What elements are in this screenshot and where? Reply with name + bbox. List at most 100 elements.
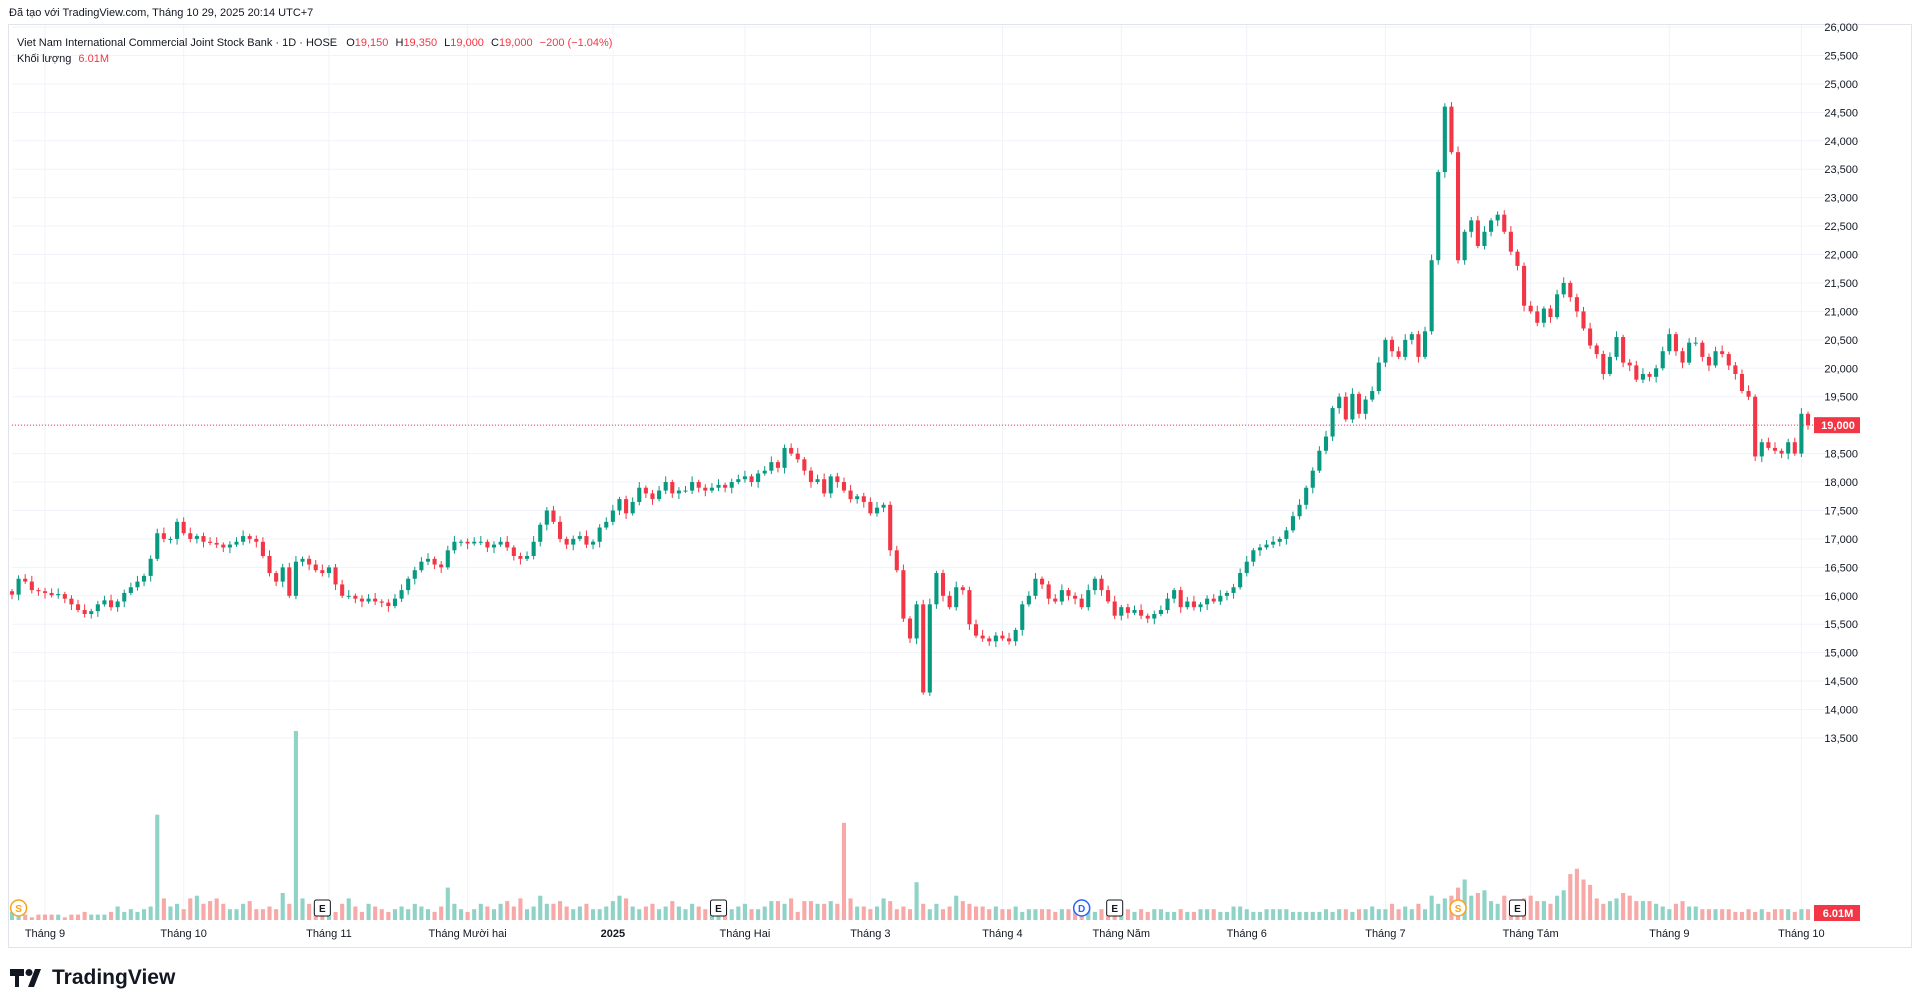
volume-bar xyxy=(538,895,543,920)
volume-bar xyxy=(1205,909,1210,920)
volume-bar xyxy=(1786,909,1791,920)
candle-body xyxy=(564,538,569,545)
candle-body xyxy=(1231,587,1236,593)
last-volume-tag xyxy=(1814,905,1860,921)
candle-body xyxy=(940,573,946,596)
volume-bar xyxy=(947,906,952,920)
volume-bar xyxy=(604,906,609,920)
volume-bar xyxy=(1277,909,1282,920)
candle-body xyxy=(1634,365,1639,380)
candle-body xyxy=(1720,351,1725,355)
volume-bar xyxy=(1185,911,1190,920)
volume-bar xyxy=(1429,895,1434,920)
candle-body xyxy=(855,496,860,500)
candle-body xyxy=(1627,362,1632,366)
volume-bar xyxy=(1040,909,1045,920)
volume-bar xyxy=(155,814,160,920)
volume-bar xyxy=(188,898,193,920)
volume-bar xyxy=(511,906,516,920)
legend-open-label: O xyxy=(346,37,355,49)
candle-body xyxy=(419,561,424,571)
candle-body xyxy=(1264,544,1269,548)
y-axis-tick-label: 24,000 xyxy=(1824,136,1858,148)
candle-body xyxy=(828,476,833,494)
candle-body xyxy=(227,544,232,548)
volume-bar xyxy=(505,901,510,920)
volume-bar xyxy=(1640,901,1645,920)
candle-body xyxy=(95,604,100,612)
candle-body xyxy=(1706,356,1712,366)
x-axis-tick-label: Tháng Tám xyxy=(1503,928,1559,940)
candle-body xyxy=(1482,231,1487,246)
candle-body xyxy=(36,590,41,592)
candle-body xyxy=(841,482,847,491)
volume-bar xyxy=(1370,906,1375,920)
y-axis-tick-label: 23,500 xyxy=(1824,164,1858,176)
volume-bar xyxy=(1687,906,1692,920)
candle-body xyxy=(1429,260,1434,332)
volume-bar xyxy=(1541,901,1546,920)
candle-body xyxy=(993,635,998,642)
candle-body xyxy=(1106,590,1111,602)
candle-body xyxy=(1759,442,1764,457)
candle-body xyxy=(551,510,556,522)
candle-body xyxy=(789,447,794,454)
candle-body xyxy=(234,541,239,545)
candle-body xyxy=(148,558,153,576)
candle-body xyxy=(373,598,378,602)
candle-body xyxy=(1588,328,1593,346)
candle-body xyxy=(954,587,959,608)
volume-bar xyxy=(524,909,530,920)
volume-bar xyxy=(234,909,239,920)
candle-body xyxy=(1310,470,1315,488)
candle-body xyxy=(1449,106,1454,153)
candle-body xyxy=(571,538,576,545)
volume-bar xyxy=(808,901,814,920)
candle-body xyxy=(1574,297,1579,312)
volume-bar xyxy=(564,906,569,920)
candle-body xyxy=(498,541,503,545)
volume-bar xyxy=(927,909,932,920)
candle-body xyxy=(1469,220,1474,232)
volume-bar xyxy=(855,906,860,920)
candle-body xyxy=(221,544,226,548)
volume-bar xyxy=(280,893,285,920)
volume-bar xyxy=(1753,911,1758,920)
candle-body xyxy=(1185,601,1190,608)
volume-bar xyxy=(934,903,939,920)
candle-body xyxy=(861,496,866,502)
candle-body xyxy=(1416,334,1421,357)
volume-bar xyxy=(657,909,662,920)
volume-bar xyxy=(458,909,464,920)
volume-bar xyxy=(1323,909,1329,920)
volume-bar xyxy=(815,903,820,920)
volume-bar xyxy=(254,909,259,920)
candle-body xyxy=(1033,578,1038,596)
chart-frame[interactable] xyxy=(8,24,1912,948)
volume-bar xyxy=(108,911,114,920)
candle-body xyxy=(1271,541,1276,545)
volume-bar xyxy=(392,909,398,920)
volume-bar xyxy=(637,909,642,920)
candle-body xyxy=(1191,601,1196,608)
candle-body xyxy=(1779,450,1784,454)
volume-bar xyxy=(1739,911,1745,920)
candle-body xyxy=(1145,615,1150,619)
candle-body xyxy=(181,521,186,534)
candle-body xyxy=(1323,436,1329,451)
last-volume-label: 6.01M xyxy=(1823,908,1854,920)
candle-body xyxy=(326,567,331,574)
candle-body xyxy=(1079,598,1084,608)
volume-bar xyxy=(1310,911,1315,920)
candle-body xyxy=(122,592,127,602)
candle-body xyxy=(1046,584,1051,599)
candle-body xyxy=(610,510,615,522)
volume-bar xyxy=(1013,906,1018,920)
candle-body xyxy=(604,521,609,528)
volume-bar xyxy=(973,906,979,920)
volume-bar xyxy=(472,909,477,920)
x-axis-tick-label: Tháng 9 xyxy=(1649,928,1689,940)
volume-bar xyxy=(478,903,483,920)
volume-bar xyxy=(208,901,213,920)
